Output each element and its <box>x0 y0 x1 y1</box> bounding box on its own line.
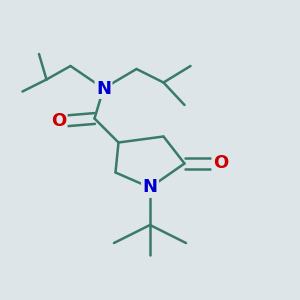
Text: O: O <box>51 112 66 130</box>
Text: N: N <box>96 80 111 98</box>
Text: O: O <box>213 154 228 172</box>
Text: N: N <box>142 178 158 196</box>
